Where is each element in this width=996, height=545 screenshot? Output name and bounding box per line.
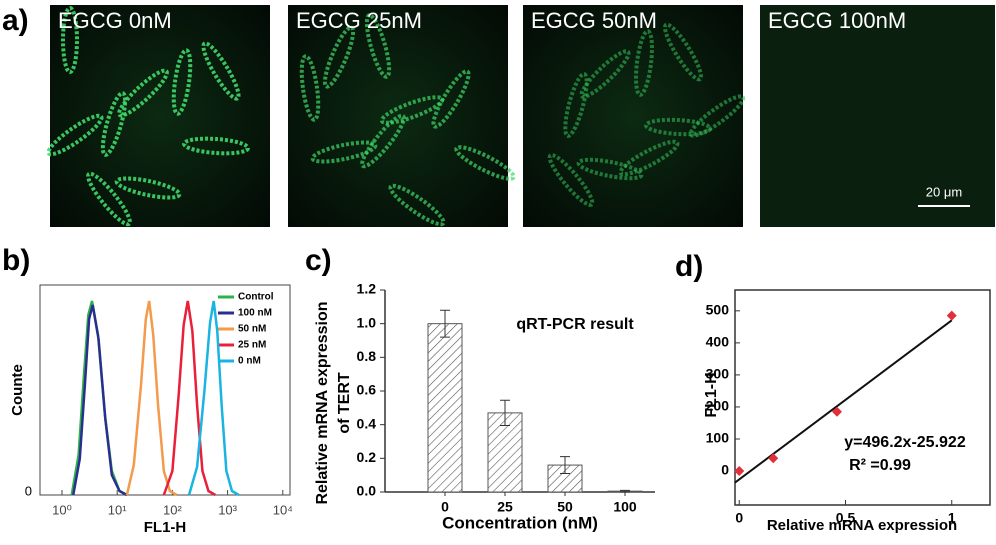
cell <box>360 113 406 169</box>
y-tick-label: 0.0 <box>357 483 377 499</box>
error-bar <box>440 309 450 338</box>
histogram-line <box>70 300 128 497</box>
panel-label: d) <box>675 250 703 283</box>
y-tick-label: 0.8 <box>357 348 377 364</box>
cell <box>454 145 516 181</box>
x-tick-label: 0 <box>735 510 743 526</box>
cell <box>310 140 378 164</box>
image-label: EGCG 100nM <box>768 8 906 33</box>
fit-r2: R² =0.99 <box>849 457 911 474</box>
bar <box>427 323 463 493</box>
fit-line <box>734 319 953 484</box>
cell <box>576 157 644 181</box>
histogram-line <box>187 300 240 497</box>
micrograph <box>523 5 743 227</box>
cell <box>114 176 182 200</box>
y-axis-label: Relative mRNA expression <box>314 301 331 504</box>
legend-label: 50 nM <box>238 324 266 335</box>
error-bar <box>560 456 570 474</box>
x-tick-label: 10⁴ <box>273 502 293 517</box>
x-tick-label: 25 <box>497 499 513 515</box>
histogram-line <box>125 300 178 497</box>
fit-equation: y=496.2x-25.922 <box>844 434 966 451</box>
legend-label: 0 nM <box>238 356 261 367</box>
x-tick-label: 0.5 <box>836 510 856 526</box>
x-tick-label: 10³ <box>218 502 237 517</box>
cell <box>100 91 128 157</box>
cell <box>299 54 321 122</box>
cell <box>618 139 680 177</box>
cell <box>634 29 654 97</box>
annotation: qRT-PCR result <box>516 316 634 333</box>
cell <box>171 48 193 116</box>
y-tick-label: 300 <box>706 366 730 382</box>
y-tick-label: 100 <box>706 430 730 446</box>
cell <box>86 171 132 227</box>
x-tick-label: 10⁰ <box>52 502 72 517</box>
histogram-line <box>162 300 216 497</box>
legend-label: 25 nM <box>238 340 266 351</box>
cell <box>182 136 250 156</box>
cell <box>688 94 746 138</box>
error-bar <box>500 399 510 427</box>
point <box>734 466 745 477</box>
cell <box>364 13 392 79</box>
y-tick-label: 0 <box>25 483 32 498</box>
point <box>832 406 842 417</box>
point <box>768 453 779 464</box>
x-tick-label: 10² <box>163 502 182 517</box>
x-tick-label: 100 <box>613 499 637 515</box>
y-tick-label: 0 <box>721 462 729 478</box>
panel-label: b) <box>2 244 30 277</box>
y-tick-label: 200 <box>706 398 730 414</box>
y-tick-label: 1.0 <box>357 314 377 330</box>
cell <box>563 72 589 138</box>
cell <box>322 25 356 89</box>
x-tick-label: 0 <box>441 499 449 515</box>
cell <box>388 183 446 227</box>
cell <box>547 153 595 207</box>
image-label: EGCG 0nM <box>58 8 172 33</box>
cell <box>61 6 79 74</box>
x-tick-label: 1 <box>948 510 956 526</box>
scale-bar-label: 20 μm <box>926 184 962 199</box>
x-tick-label: 10¹ <box>108 502 127 517</box>
y-tick-label: 500 <box>706 302 730 318</box>
x-axis-label: Relative mRNA expression <box>767 517 957 534</box>
cell <box>663 22 703 82</box>
panel-label: c) <box>305 244 332 277</box>
cell <box>431 69 471 129</box>
micrograph <box>760 5 995 227</box>
y-tick-label: 0.6 <box>357 382 377 398</box>
plot-frame <box>734 289 991 506</box>
cell <box>201 41 241 101</box>
y-tick-label: 1.2 <box>357 281 377 297</box>
point <box>946 310 957 321</box>
y-tick-label: 0.4 <box>357 415 377 431</box>
y-axis-label: of TERT <box>336 372 353 434</box>
y-axis-label: FL1-H <box>703 372 720 417</box>
y-tick-label: 400 <box>706 334 730 350</box>
legend-label: Control <box>238 292 274 303</box>
y-tick-label: 0.2 <box>357 449 377 465</box>
panel-label: a) <box>2 4 29 37</box>
micrograph <box>50 5 270 227</box>
cell <box>117 68 169 118</box>
y-axis-label: Counte <box>9 364 26 416</box>
image-label: EGCG 25nM <box>296 8 422 33</box>
x-axis-label: Concentration (nM) <box>442 513 598 532</box>
x-axis-label: FL1-H <box>144 519 187 536</box>
legend-label: 100 nM <box>238 308 272 319</box>
cell <box>579 49 631 99</box>
cell <box>46 113 104 157</box>
histogram-line <box>72 304 128 497</box>
x-tick-label: 50 <box>557 499 573 515</box>
image-label: EGCG 50nM <box>531 8 657 33</box>
